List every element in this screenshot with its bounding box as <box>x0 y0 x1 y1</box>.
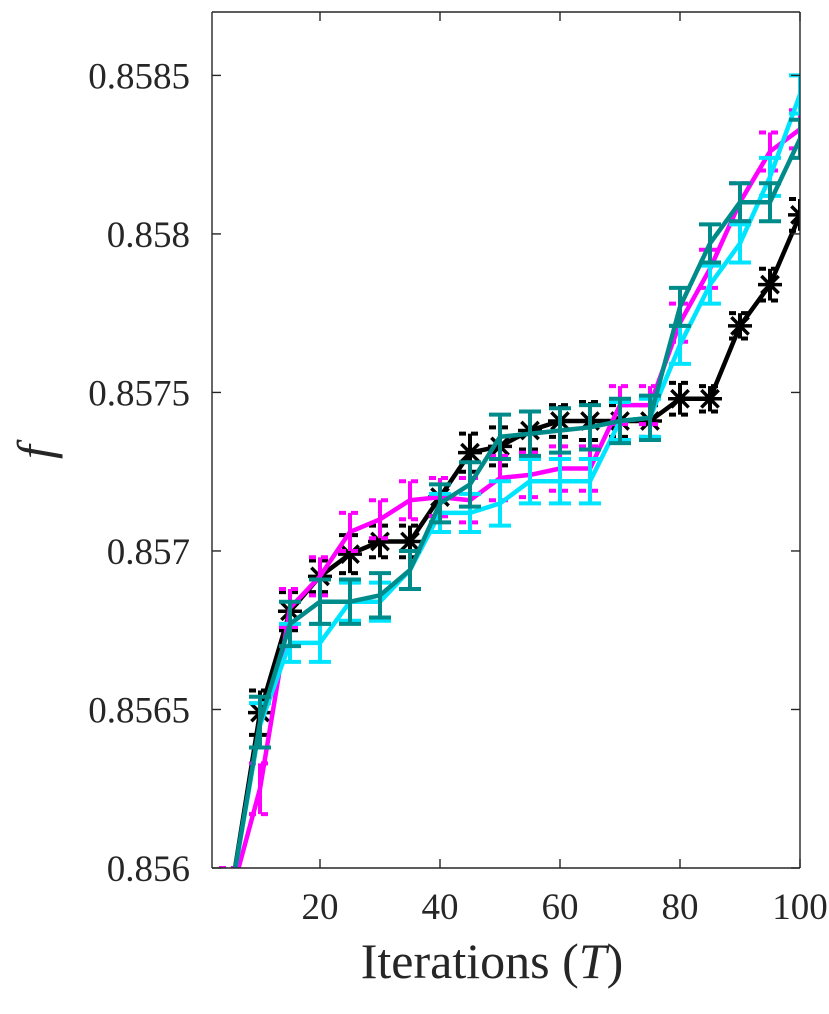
y-tick-label: 0.8585 <box>88 56 190 97</box>
x-axis-label-paren-close: ) <box>607 933 624 989</box>
asterisk-stroke <box>790 212 800 225</box>
data-point <box>458 440 482 465</box>
x-ticks: 20 40 60 80 100 <box>302 12 828 928</box>
series-line <box>233 93 800 868</box>
data-point <box>758 272 782 297</box>
asterisk-stroke <box>460 442 480 463</box>
asterisk-stroke <box>400 531 420 552</box>
asterisk-stroke <box>340 544 360 565</box>
x-axis-label-text: Iterations <box>361 933 550 989</box>
data-point <box>668 386 692 411</box>
asterisk-stroke <box>221 891 238 908</box>
series-0 <box>218 197 800 912</box>
asterisk-stroke <box>730 315 750 336</box>
y-tick-label: 0.856 <box>107 849 190 890</box>
data-point <box>218 888 242 912</box>
x-tick-label: 60 <box>542 887 579 928</box>
y-axis-label: f <box>7 439 63 459</box>
y-tick-label: 0.858 <box>107 215 190 256</box>
series-3 <box>233 117 800 868</box>
asterisk-stroke <box>790 205 800 218</box>
asterisk-stroke <box>760 274 780 295</box>
asterisk-stroke <box>670 388 690 409</box>
asterisk-stroke <box>221 891 238 908</box>
x-tick-label: 100 <box>772 887 828 928</box>
x-axis-label-paren-open: ( <box>550 933 579 989</box>
y-tick-label: 0.857 <box>107 532 190 573</box>
x-axis-label: Iterations (T) <box>361 933 623 989</box>
y-tick-label: 0.8575 <box>88 373 190 414</box>
data-point <box>728 313 752 338</box>
x-tick-label: 40 <box>422 887 459 928</box>
series-layer <box>218 73 800 912</box>
y-ticks: 0.856 0.8565 0.857 0.8575 0.858 0.8585 <box>88 56 800 890</box>
data-point <box>698 386 722 411</box>
asterisk-stroke <box>370 531 390 552</box>
series-1 <box>219 108 800 868</box>
data-point <box>788 202 800 227</box>
y-tick-label: 0.8565 <box>88 690 190 731</box>
asterisk-stroke <box>700 388 720 409</box>
x-tick-label: 20 <box>302 887 339 928</box>
series-2 <box>233 73 800 868</box>
series-line <box>233 137 800 868</box>
series-line <box>236 127 800 868</box>
x-axis-label-symbol: T <box>579 933 610 989</box>
axes-frame <box>211 11 801 869</box>
x-tick-label: 80 <box>662 887 699 928</box>
